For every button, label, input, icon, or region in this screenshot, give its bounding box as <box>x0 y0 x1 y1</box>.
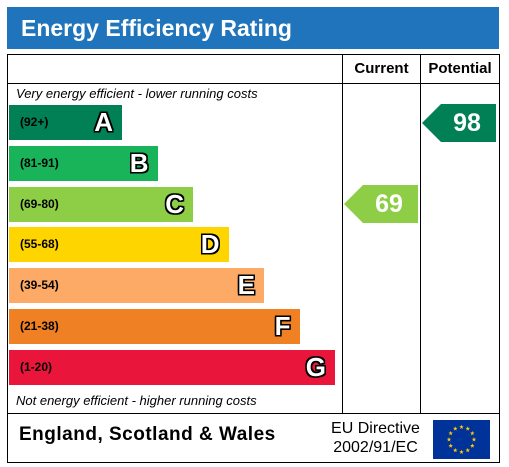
eu-star-icon <box>448 430 453 436</box>
band-letter: E <box>237 270 255 301</box>
band-e: (39-54) E <box>9 268 264 304</box>
band-range-label: (55-68) <box>20 237 59 252</box>
eu-star-icon <box>448 443 453 448</box>
eu-star-icon <box>470 443 475 448</box>
eu-star-icon <box>459 449 464 454</box>
band-range-label: (39-54) <box>20 278 59 293</box>
potential-rating-arrow: 98 <box>422 103 496 142</box>
band-range-label: (21-38) <box>20 319 59 333</box>
band-letter: D <box>200 229 220 260</box>
eu-star-icon <box>465 426 471 431</box>
eu-star-icon <box>446 437 452 442</box>
band-b: (81-91) B <box>9 145 158 181</box>
potential-column-divider <box>420 54 421 414</box>
bottom-caption: Not energy efficient - higher running co… <box>16 393 257 408</box>
current-column-header: Current <box>354 60 409 77</box>
potential-rating-value: 98 <box>453 108 481 137</box>
current-column-divider <box>342 54 343 414</box>
rating-frame <box>7 54 500 463</box>
band-letter: F <box>274 311 291 341</box>
eu-star-icon <box>471 437 477 442</box>
eu-star-icon <box>459 424 464 429</box>
eu-directive-line1: EU Directive <box>331 420 420 437</box>
band-f: (21-38) F <box>9 309 300 344</box>
band-letter: G <box>305 351 326 382</box>
band-c: (69-80) C <box>9 186 193 222</box>
band-range-label: (1-20) <box>20 359 53 374</box>
footer-region: England, Scotland & Wales <box>19 424 276 445</box>
band-range-label: (81-91) <box>20 155 59 170</box>
footer-divider <box>7 413 500 414</box>
top-caption: Very energy efficient - lower running co… <box>16 86 258 101</box>
eu-star-icon <box>470 430 475 436</box>
band-letter: C <box>165 188 184 219</box>
potential-arrow-shape <box>422 103 496 142</box>
current-rating-arrow: 69 <box>344 185 418 224</box>
header-divider <box>7 83 500 84</box>
eu-star-icon <box>465 447 471 453</box>
current-rating-value: 69 <box>375 190 403 219</box>
band-a: (92+) A <box>9 105 122 140</box>
eu-star-icon <box>452 447 458 453</box>
page-title: Energy Efficiency Rating <box>7 7 499 49</box>
current-arrow-shape <box>344 185 418 224</box>
band-letter: A <box>94 107 113 137</box>
band-range-label: (69-80) <box>20 196 59 211</box>
band-g: (1-20) G <box>9 349 335 385</box>
band-d: (55-68) D <box>9 227 229 263</box>
eu-directive: EU Directive 2002/91/EC <box>323 419 428 457</box>
potential-column-header: Potential <box>428 60 492 77</box>
eu-star-icon <box>452 426 458 431</box>
eu-flag-icon <box>433 420 490 459</box>
band-range-label: (92+) <box>20 115 49 129</box>
eu-directive-line2: 2002/91/EC <box>333 439 418 456</box>
band-letter: B <box>129 147 149 178</box>
